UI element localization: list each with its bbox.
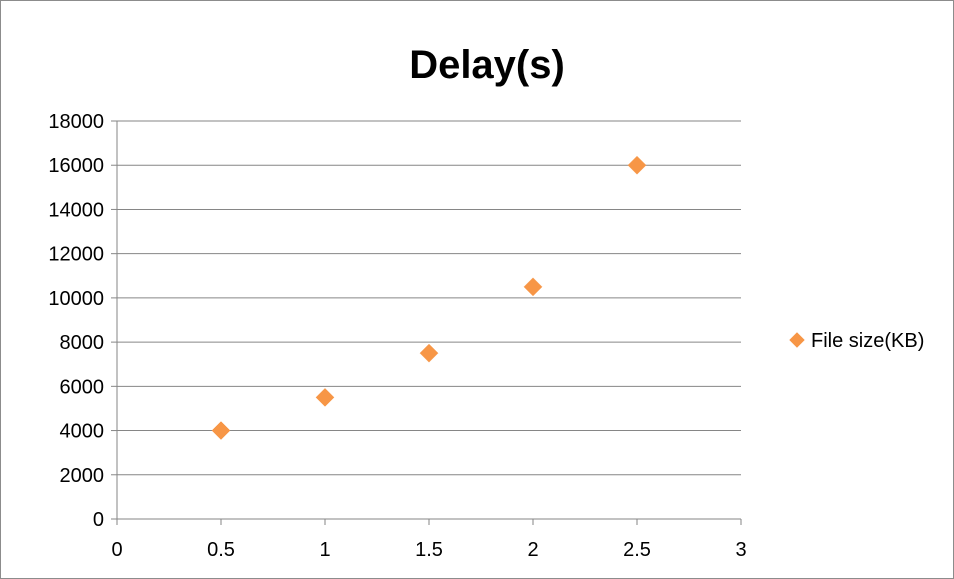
- y-tick-label: 18000: [48, 111, 104, 133]
- y-tick-label: 0: [93, 509, 104, 531]
- data-point-layer: [211, 155, 647, 440]
- y-tick-label: 10000: [48, 288, 104, 310]
- y-tick-label: 12000: [48, 244, 104, 266]
- x-tick-label: 1.5: [415, 539, 443, 561]
- legend: File size(KB): [789, 330, 924, 352]
- x-tick-label: 2.5: [623, 539, 651, 561]
- data-point: [419, 343, 439, 363]
- y-tick-label: 8000: [60, 332, 105, 354]
- data-point: [523, 277, 543, 297]
- x-tick-label: 0.5: [207, 539, 235, 561]
- x-tick-label: 2: [527, 539, 538, 561]
- y-tick-label: 14000: [48, 199, 104, 221]
- legend-label: File size(KB): [811, 330, 924, 352]
- tick-label-layer: 0 2000 4000 6000 8000 10000 12000 14000 16000 180…: [48, 111, 746, 561]
- data-point: [211, 421, 231, 440]
- data-point: [315, 388, 335, 407]
- chart-title: Delay(s): [409, 43, 565, 87]
- y-tick-label: 4000: [60, 421, 105, 443]
- legend-marker: [789, 332, 805, 348]
- x-tick-label: 0: [111, 539, 122, 561]
- axis-layer: [111, 120, 742, 525]
- y-tick-label: 16000: [48, 155, 104, 177]
- x-tick-label: 1: [319, 539, 330, 561]
- x-tick-label: 3: [735, 539, 746, 561]
- y-tick-label: 2000: [60, 465, 105, 487]
- y-tick-label: 6000: [60, 376, 105, 398]
- data-point: [627, 155, 647, 175]
